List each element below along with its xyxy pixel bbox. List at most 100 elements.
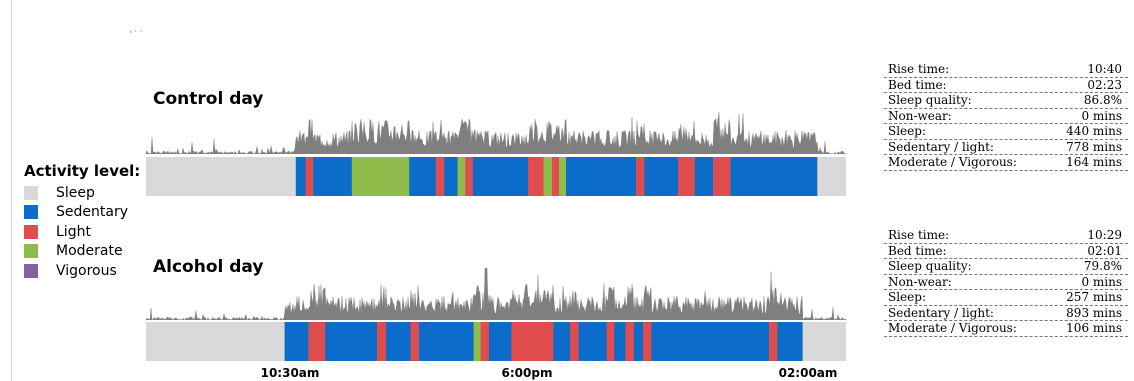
activity-trace-path — [146, 267, 846, 320]
stat-value: 02:01 — [1087, 243, 1122, 258]
segment-sedentary — [489, 322, 512, 361]
activity-trace-alcohol — [146, 267, 846, 320]
panel-title-control: Control day — [153, 89, 264, 109]
stray-marks: ' ` ` — [130, 30, 144, 38]
legend-item-moderate: Moderate — [24, 242, 140, 262]
segment-light — [305, 157, 314, 196]
legend-swatch-sedentary — [24, 205, 38, 220]
segment-light — [528, 157, 544, 196]
stat-value: 778 mins — [1066, 139, 1122, 154]
stat-label: Sedentary / light: — [888, 305, 994, 320]
segment-light — [511, 322, 554, 361]
stat-row: Sleep quality: 86.8% — [884, 93, 1128, 109]
legend-label-sedentary: Sedentary — [56, 204, 128, 221]
stat-label: Rise time: — [888, 62, 950, 76]
panel-title-alcohol: Alcohol day — [153, 257, 264, 277]
stat-value: 02:23 — [1087, 77, 1122, 92]
segment-light — [769, 322, 778, 361]
activity-band-control — [146, 157, 846, 196]
x-tick-label-0200am: 02:00am — [778, 366, 838, 380]
segment-light — [643, 322, 652, 361]
segment-sedentary — [295, 157, 306, 196]
segment-light — [377, 322, 387, 361]
stat-value: 0 mins — [1081, 108, 1122, 123]
segment-sleep — [802, 322, 846, 361]
x-tick-label-1030am: 10:30am — [260, 366, 320, 380]
segment-light — [480, 322, 490, 361]
segment-light — [625, 322, 635, 361]
segment-sedentary — [694, 157, 714, 196]
stat-row: Sleep quality: 79.8% — [884, 259, 1128, 275]
activity-band-alcohol — [146, 322, 846, 361]
stat-row: Sleep: 440 mins — [884, 124, 1128, 140]
segment-moderate — [559, 157, 567, 196]
segment-sedentary — [313, 157, 353, 196]
segment-sedentary — [651, 322, 770, 361]
segment-sedentary — [325, 322, 378, 361]
stat-row: Non-wear: 0 mins — [884, 274, 1128, 290]
legend-label-light: Light — [56, 223, 91, 240]
segment-light — [678, 157, 696, 196]
segment-sleep — [146, 157, 297, 196]
activity-legend: Activity level: Sleep Sedentary Light Mo… — [24, 162, 140, 281]
activity-trace-path — [146, 112, 846, 154]
stat-row: Sleep: 257 mins — [884, 290, 1128, 306]
legend-swatch-sleep — [24, 185, 38, 200]
stats-table-control: Rise time: 10:40 Bed time: 02:23 Sleep qua… — [884, 62, 1128, 171]
legend-item-sedentary: Sedentary — [24, 203, 140, 223]
legend-item-sleep: Sleep — [24, 183, 140, 203]
legend-item-vigorous: Vigorous — [24, 261, 140, 281]
segment-sedentary — [409, 157, 437, 196]
stat-row: Moderate / Vigorous: 164 mins — [884, 155, 1128, 171]
segment-light — [606, 322, 615, 361]
segment-sedentary — [284, 322, 309, 361]
legend-label-sleep: Sleep — [56, 184, 95, 201]
segment-sedentary — [553, 322, 571, 361]
segment-sedentary — [644, 157, 679, 196]
stat-row: Sedentary / light: 778 mins — [884, 139, 1128, 155]
stat-label: Non-wear: — [888, 274, 952, 289]
segment-sleep — [146, 322, 285, 361]
left-divider — [11, 0, 12, 381]
stat-row: Bed time: 02:23 — [884, 77, 1128, 93]
x-tick-label-600pm: 6:00pm — [501, 366, 553, 380]
stat-label: Sedentary / light: — [888, 139, 994, 154]
stat-value: 10:29 — [1087, 228, 1122, 242]
segment-sedentary — [472, 157, 529, 196]
activity-trace-control — [146, 112, 846, 154]
segment-sedentary — [614, 322, 626, 361]
stat-label: Bed time: — [888, 243, 947, 258]
segment-sedentary — [633, 322, 644, 361]
legend-title: Activity level: — [24, 162, 141, 180]
stat-value: 440 mins — [1066, 124, 1122, 138]
segment-moderate — [473, 322, 481, 361]
legend-swatch-moderate — [24, 244, 38, 259]
stat-value: 0 mins — [1081, 274, 1122, 289]
stat-label: Non-wear: — [888, 108, 952, 123]
stat-row: Bed time: 02:01 — [884, 243, 1128, 259]
segment-sedentary — [777, 322, 803, 361]
legend-label-vigorous: Vigorous — [56, 262, 117, 279]
stat-label: Sleep: — [888, 290, 926, 304]
stat-value: 893 mins — [1066, 305, 1122, 320]
segment-light — [410, 322, 420, 361]
stat-value: 164 mins — [1066, 155, 1122, 169]
stat-value: 10:40 — [1087, 62, 1122, 76]
stat-label: Sleep quality: — [888, 93, 972, 107]
segment-moderate — [543, 157, 553, 196]
stat-row: Non-wear: 0 mins — [884, 108, 1128, 124]
legend-item-light: Light — [24, 222, 140, 242]
segment-sedentary — [578, 322, 607, 361]
segment-light — [552, 157, 560, 196]
stat-value: 257 mins — [1066, 290, 1122, 304]
segment-light — [435, 157, 445, 196]
segment-moderate — [351, 157, 410, 196]
stat-label: Moderate / Vigorous: — [888, 155, 1017, 169]
stats-table-alcohol: Rise time: 10:29 Bed time: 02:01 Sleep qua… — [884, 228, 1128, 337]
stat-value: 86.8% — [1083, 93, 1122, 107]
legend-label-moderate: Moderate — [56, 243, 123, 260]
segment-sedentary — [566, 157, 637, 196]
segment-light — [636, 157, 645, 196]
stat-row: Sedentary / light: 893 mins — [884, 305, 1128, 321]
segment-moderate — [457, 157, 466, 196]
